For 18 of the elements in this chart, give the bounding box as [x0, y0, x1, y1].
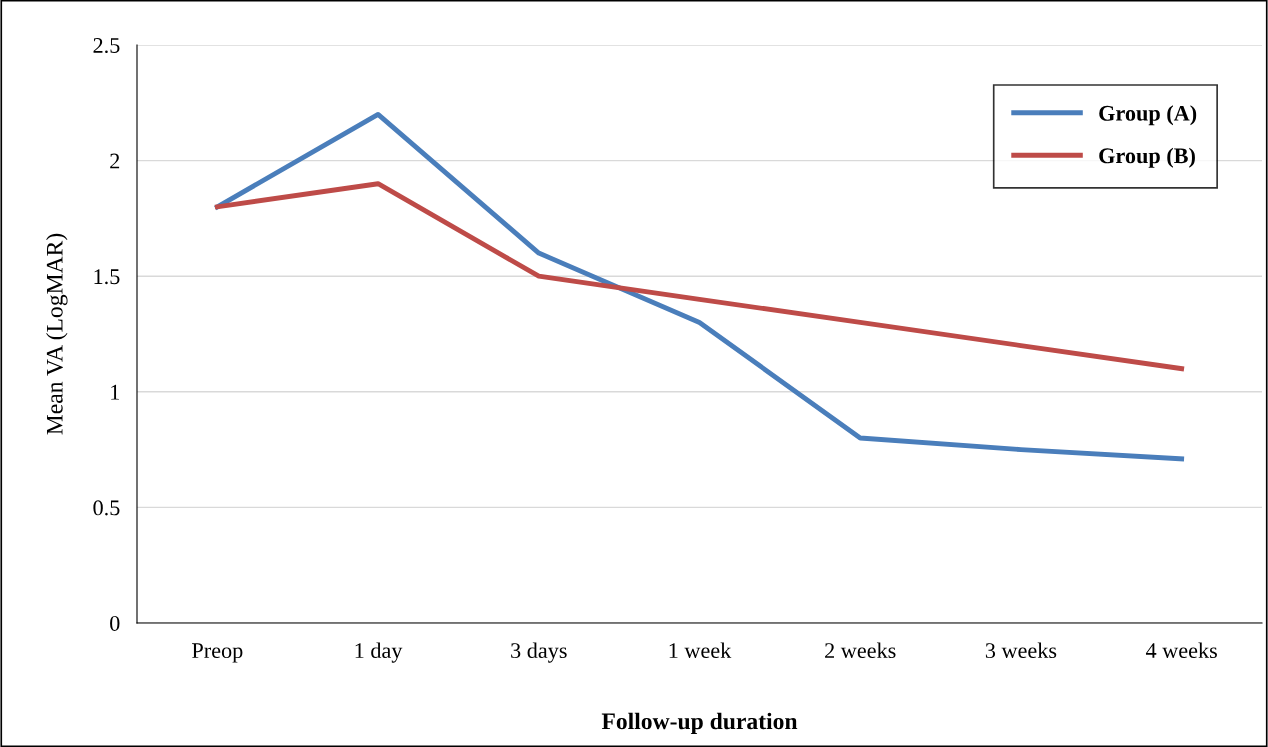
x-tick-label: 2 weeks	[825, 642, 896, 659]
x-tick-label: 1 week	[669, 642, 732, 659]
legend-label: Group (B)	[1099, 147, 1195, 168]
y-tick-label: 2	[110, 153, 120, 169]
x-tick-label: 3 weeks	[985, 642, 1057, 659]
y-axis-title: Mean VA (LogMAR)	[46, 233, 68, 435]
y-tick-label: 2.5	[93, 37, 120, 54]
legend-label: Group (A)	[1099, 105, 1197, 126]
x-tick-label: 4 weeks	[1145, 642, 1217, 659]
x-tick-label: 1 day	[355, 642, 403, 663]
x-axis-title: Follow-up duration	[601, 712, 798, 735]
line-series	[214, 181, 1185, 372]
x-tick-label: Preop	[192, 643, 243, 663]
x-tick-label: 3 days	[511, 642, 567, 663]
y-tick-label: 0.5	[93, 500, 120, 516]
y-tick-label: 1.5	[94, 269, 120, 285]
y-tick-label: 0	[110, 615, 120, 631]
y-tick-label: 1	[111, 384, 119, 400]
